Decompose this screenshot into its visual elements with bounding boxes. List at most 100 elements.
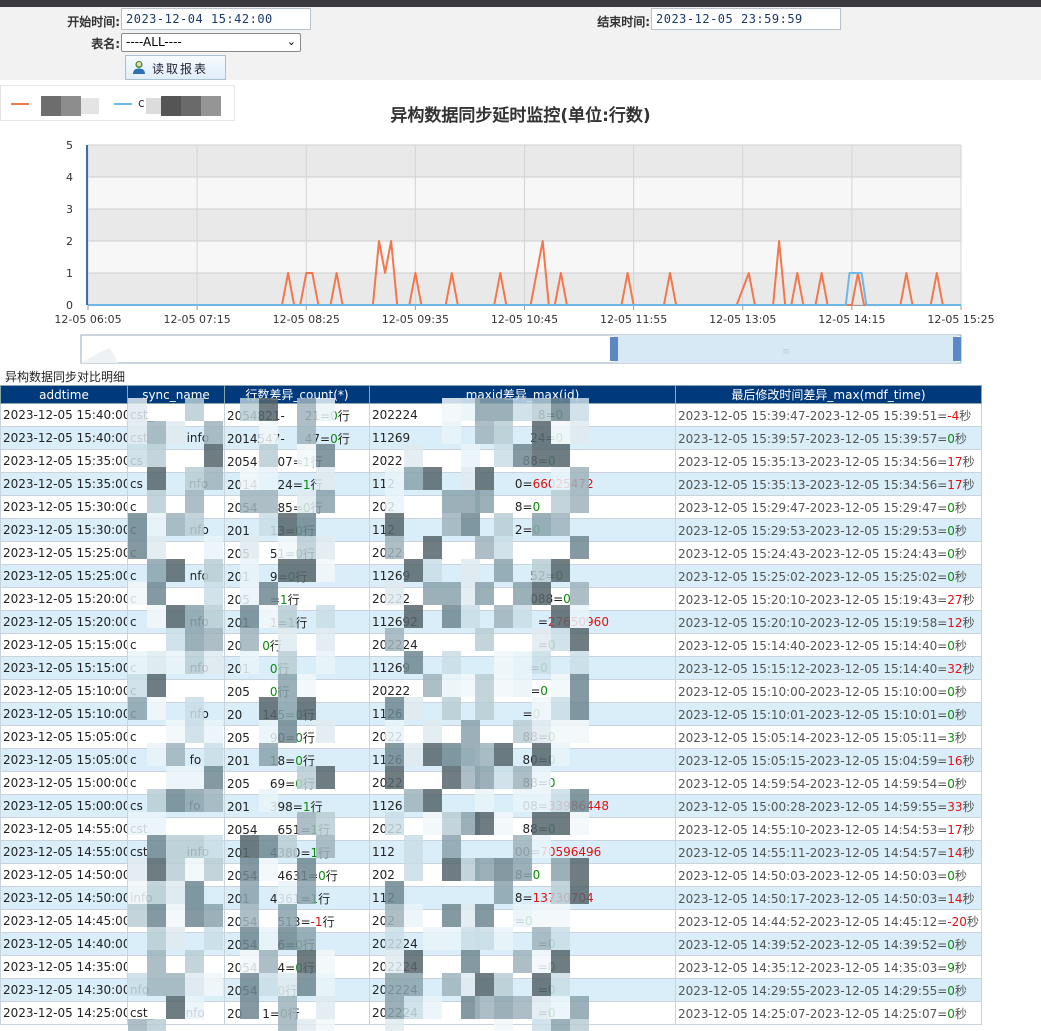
cell-text: 2023-12-05 15:35:13-2023-12-05 15:34:56= [678, 454, 948, 469]
range-handle-right [953, 337, 961, 361]
cell-text: 秒 [954, 523, 967, 538]
cell-addtime: 2023-12-05 15:40:00 [0, 426, 128, 450]
redaction-tile [442, 812, 461, 835]
cell-text: 秒 [954, 868, 967, 883]
redaction-tile [240, 881, 259, 904]
redaction-tile [278, 697, 297, 720]
cell-text: 2023-12-05 15:29:53-2023-12-05 15:29:53= [678, 523, 948, 538]
detail-table-caption: 异构数据同步对比明细 [5, 370, 126, 384]
redaction-tile [147, 881, 166, 904]
cell-text: 2023-12-05 15:20:10-2023-12-05 15:19:43= [678, 592, 948, 607]
redaction-tile [259, 605, 278, 628]
redaction-tile [442, 743, 461, 766]
redaction-tile [316, 490, 335, 513]
redaction-tile [240, 467, 259, 490]
redaction-tile [551, 467, 570, 490]
redaction-tile [204, 720, 223, 743]
redaction-tile [316, 467, 335, 490]
redaction-tile [166, 559, 185, 582]
redaction-tile [385, 536, 404, 559]
start-time-input[interactable]: 2023-12-04 15:42:00 [121, 8, 311, 30]
redaction-tile [570, 1019, 589, 1031]
cell-text: 2023-12-05 15:25:00 [3, 546, 128, 560]
table-name-select[interactable]: ----ALL---- ⌄ [121, 33, 301, 52]
redaction-tile [240, 536, 259, 559]
redaction-tile [461, 720, 480, 743]
redaction-tile [513, 605, 532, 628]
cell-text: 2023-12-05 15:30:00 [3, 523, 128, 537]
redaction-tile [240, 559, 259, 582]
cell-text: 2023-12-05 15:30:00 [3, 500, 128, 514]
mdf-diff-value: 17 [947, 454, 963, 469]
redaction-tile [278, 881, 297, 904]
redaction-tile [385, 904, 404, 927]
header-addtime[interactable]: addtime [0, 385, 128, 404]
delay-line-chart[interactable]: 12-05 06:05 12-05 07:15 12-05 08:25 12-05 0… [0, 130, 1041, 366]
x-tick-label: 12-05 13:05 [709, 313, 776, 326]
redaction-tile [316, 605, 335, 628]
redaction-tile [423, 582, 442, 605]
cell-text: 2023-12-05 14:40:00 [3, 937, 128, 951]
table-row[interactable]: 2023-12-05 14:50:00info2014361=1行1128=13… [0, 886, 982, 910]
redaction-tile [532, 697, 551, 720]
redaction-tile [494, 674, 513, 697]
cell-text: cst_ [130, 1006, 154, 1020]
cell-addtime: 2023-12-05 15:35:00 [0, 449, 128, 473]
redaction-tile [442, 697, 461, 720]
redaction-tile [404, 743, 423, 766]
redaction-tile [278, 628, 297, 651]
cell-mdf-time-diff: 2023-12-05 15:39:47-2023-12-05 15:39:51=… [675, 403, 982, 427]
header-mdf-time-diff[interactable]: 最后修改时间差异_max(mdf_time) [675, 385, 982, 404]
redaction-tile [240, 858, 259, 881]
redaction-tile [442, 927, 461, 950]
redaction-tile [147, 973, 166, 996]
redaction-tile [513, 720, 532, 743]
redaction-tile [442, 674, 461, 697]
cell-text: 秒 [954, 983, 967, 998]
cell-text: 秒 [954, 960, 967, 975]
redaction-tile [513, 766, 532, 789]
redaction-tile [442, 858, 461, 881]
redaction-tile [385, 996, 404, 1019]
redaction-tile [259, 743, 278, 766]
redaction-tile [551, 973, 570, 996]
read-report-button[interactable]: 读取报表 [125, 55, 226, 80]
mdf-diff-value: 0 [947, 500, 955, 515]
cell-text: 2023-12-05 15:35:00 [3, 477, 128, 491]
redaction-tile [278, 605, 297, 628]
cell-text: 2023-12-05 15:00:00 [3, 799, 128, 813]
redaction-tile [185, 881, 204, 904]
redaction-tile [423, 674, 442, 697]
mdf-diff-value: 16 [947, 753, 963, 768]
cell-text: 秒 [954, 937, 967, 952]
cell-mdf-time-diff: 2023-12-05 14:35:12-2023-12-05 14:35:03=… [675, 955, 982, 979]
redaction-tile [166, 973, 185, 996]
legend-label-series-2: c [138, 96, 145, 110]
cell-text: 2023-12-05 15:20:00 [3, 592, 128, 606]
redaction-tile [532, 398, 551, 421]
redacted-block [41, 96, 61, 116]
cell-addtime: 2023-12-05 14:55:00 [0, 817, 128, 841]
cell-text: = [537, 615, 548, 629]
redaction-tile [297, 950, 316, 973]
x-tick-label: 12-05 06:05 [54, 313, 121, 326]
table-row[interactable]: 2023-12-05 14:45:002054513=-1行202=02023-… [0, 909, 982, 933]
cell-text: 2023-12-05 15:25:00 [3, 569, 128, 583]
end-time-input[interactable]: 2023-12-05 23:59:59 [651, 8, 841, 30]
x-tick-label: 12-05 15:25 [927, 313, 994, 326]
redaction-tile [494, 651, 513, 674]
redaction-tile [166, 628, 185, 651]
redaction-tile [404, 835, 423, 858]
redaction-tile [570, 536, 589, 559]
redaction-tile [204, 904, 223, 927]
cell-addtime: 2023-12-05 15:05:00 [0, 725, 128, 749]
table-name-label: 表名: [91, 37, 120, 51]
redaction-tile [423, 789, 442, 812]
cell-text: 2023-12-05 14:44:52-2023-12-05 14:45:12= [678, 914, 948, 929]
redaction-tile [532, 950, 551, 973]
mdf-diff-value: 0 [947, 937, 955, 952]
mdf-diff-value: 17 [947, 822, 963, 837]
redaction-tile [147, 789, 166, 812]
cell-text: 2023-12-05 15:05:14-2023-12-05 15:05:11= [678, 730, 948, 745]
